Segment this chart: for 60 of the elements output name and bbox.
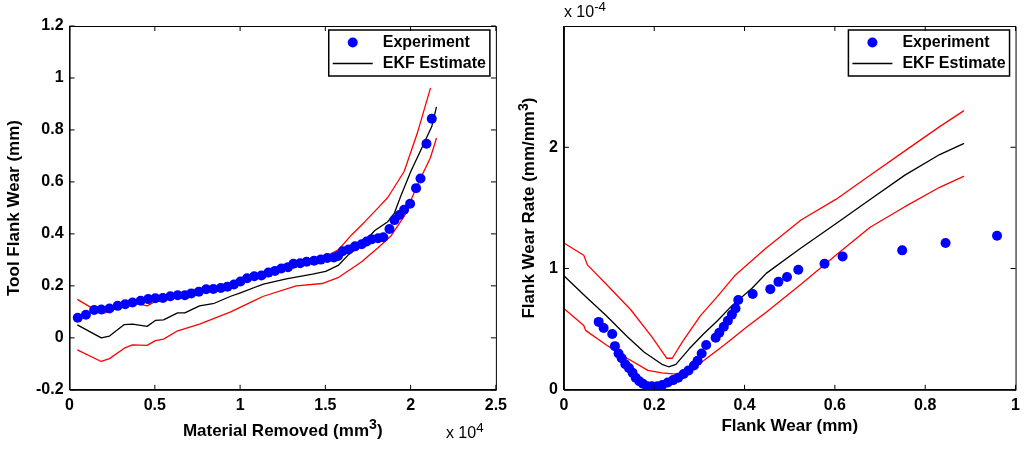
x-tick-label: 1 xyxy=(1011,395,1021,413)
point xyxy=(405,198,416,209)
y-tick-label: 0.6 xyxy=(41,172,64,190)
point xyxy=(692,355,703,366)
y-tick-label: 2 xyxy=(548,137,558,155)
point xyxy=(940,238,951,249)
y-tick-label: 0 xyxy=(548,380,558,398)
y-axis-title: Tool Flank Wear (mm) xyxy=(4,119,24,296)
point xyxy=(426,113,437,124)
point xyxy=(837,251,848,262)
legend-label: EKF Estimate xyxy=(902,53,1006,71)
point xyxy=(415,173,426,184)
point xyxy=(96,304,107,315)
x-tick-label: 0.8 xyxy=(914,395,937,413)
y-tick-label: 1 xyxy=(54,68,64,86)
x-tick-label: 0 xyxy=(65,395,75,413)
point xyxy=(773,276,784,287)
point xyxy=(399,204,410,215)
point xyxy=(765,284,776,295)
legend-label: EKF Estimate xyxy=(382,53,486,71)
point xyxy=(782,272,793,283)
point xyxy=(80,309,91,320)
point xyxy=(747,289,758,299)
y-tick-label: 1.2 xyxy=(41,16,64,34)
x-tick-label: 0.4 xyxy=(733,395,756,413)
y-tick-label: 1 xyxy=(548,258,558,276)
x-tick-label: 2 xyxy=(406,395,416,413)
point xyxy=(411,183,422,194)
x-tick-label: 1.5 xyxy=(314,395,337,413)
point xyxy=(819,258,830,269)
y-tick-label: 0.4 xyxy=(41,224,64,242)
point xyxy=(793,264,804,275)
legend-label: Experiment xyxy=(382,32,471,50)
point xyxy=(607,329,618,340)
point xyxy=(609,341,620,352)
point xyxy=(733,295,744,306)
point xyxy=(421,138,432,149)
x-tick-label: 1 xyxy=(235,395,245,413)
point xyxy=(598,322,609,333)
x-axis-title: Material Removed (mm$^{3}$) xyxy=(182,415,383,441)
x-tick-label: 0 xyxy=(559,395,569,413)
x-tick-label: 0.2 xyxy=(643,395,666,413)
text: x 10$^{4}$ xyxy=(445,419,484,443)
y-tick-label: -0.2 xyxy=(35,380,64,398)
point xyxy=(992,230,1003,241)
y-tick-label: 0.2 xyxy=(41,276,64,294)
x-tick-label: 0.5 xyxy=(143,395,167,413)
point xyxy=(701,339,712,350)
x-tick-label: 2.5 xyxy=(484,395,508,413)
y-tick-label: 0.8 xyxy=(41,120,64,138)
text: x 10$^{-4}$ xyxy=(563,0,606,22)
y-tick-label: 0 xyxy=(54,328,64,346)
legend-label: Experiment xyxy=(902,32,991,50)
point xyxy=(72,312,83,323)
point xyxy=(897,245,908,256)
x-axis-title: Flank Wear (mm) xyxy=(721,415,859,436)
x-tick-label: 0.6 xyxy=(823,395,847,413)
point xyxy=(384,223,395,234)
point xyxy=(378,232,389,243)
point xyxy=(696,348,707,359)
